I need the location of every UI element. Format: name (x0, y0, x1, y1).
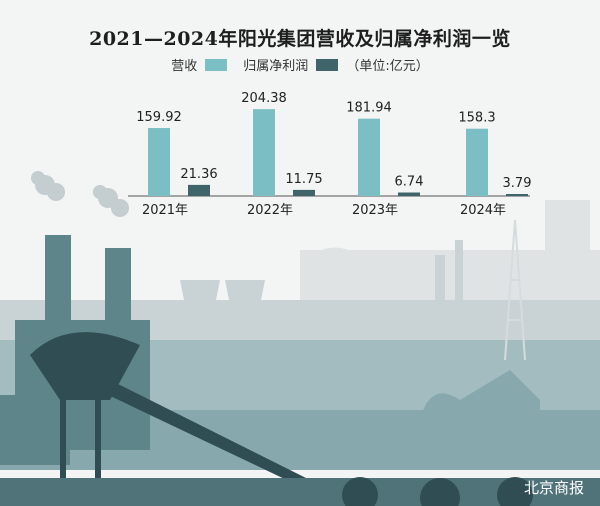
data-label: 21.36 (180, 167, 217, 182)
legend-swatch-net-profit (316, 58, 339, 71)
unit-note: （单位:亿元） (346, 59, 429, 74)
x-tick-label: 2021年 (142, 203, 188, 218)
data-label: 6.74 (395, 174, 424, 189)
chart-title: 2021—2024年阳光集团营收及归属净利润一览 (89, 28, 511, 50)
legend-label-revenue: 营收 (171, 59, 198, 74)
revenue-bar (358, 118, 380, 196)
net-profit-bar (293, 189, 315, 196)
data-label: 181.94 (346, 101, 392, 116)
x-tick-label: 2023年 (352, 203, 398, 218)
brand-logo: 北京商报 (523, 479, 584, 497)
net-profit-bar (506, 194, 528, 196)
data-label: 11.75 (285, 172, 322, 187)
data-label: 3.79 (503, 176, 532, 191)
x-tick-label: 2022年 (247, 203, 293, 218)
x-tick-label: 2024年 (460, 203, 506, 218)
data-label: 204.38 (241, 91, 287, 106)
revenue-bar (466, 128, 488, 196)
legend-swatch-revenue (205, 58, 228, 71)
net-profit-bar (398, 192, 420, 196)
revenue-bar (148, 128, 170, 196)
legend-label-net-profit: 归属净利润 (243, 59, 309, 74)
revenue-bar (253, 109, 275, 196)
legend: 营收 归属净利润 （单位:亿元） (0, 55, 600, 74)
data-label: 159.92 (136, 110, 182, 125)
net-profit-bar (188, 184, 210, 196)
data-label: 158.3 (458, 111, 495, 126)
